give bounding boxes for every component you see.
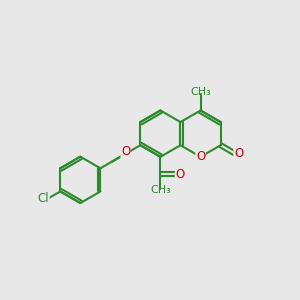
- Text: O: O: [196, 150, 205, 163]
- Text: O: O: [121, 146, 130, 158]
- Text: Cl: Cl: [38, 192, 49, 205]
- Text: O: O: [176, 168, 184, 181]
- Text: O: O: [234, 147, 243, 160]
- Text: CH₃: CH₃: [190, 87, 211, 97]
- Text: CH₃: CH₃: [150, 185, 171, 195]
